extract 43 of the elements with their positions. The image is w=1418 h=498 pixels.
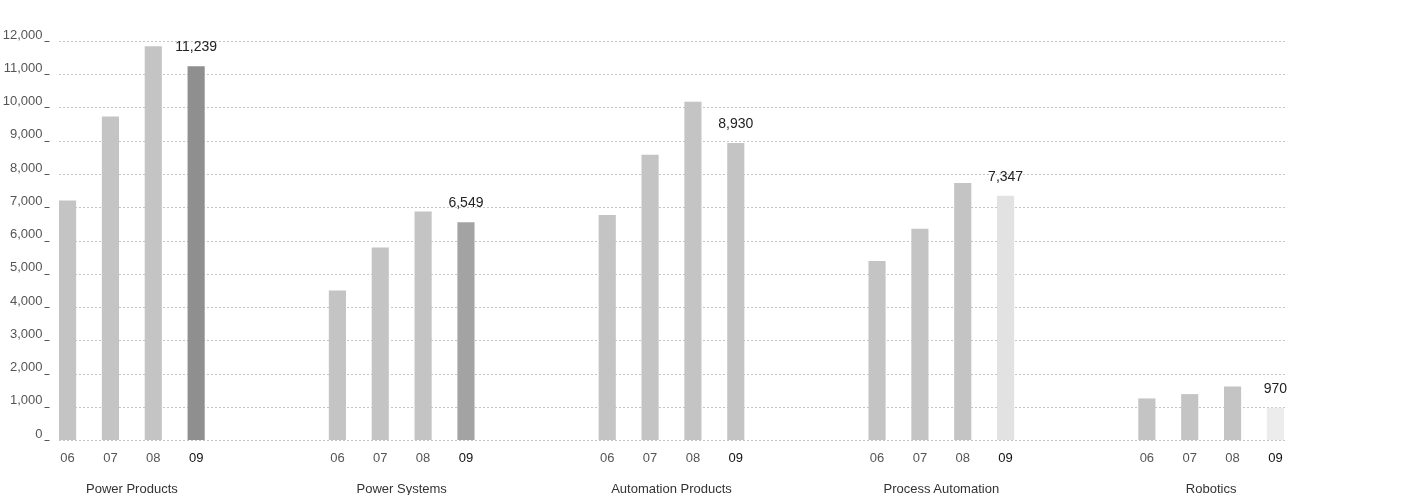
text: 07 bbox=[912, 450, 928, 465]
text: 07 bbox=[1182, 450, 1197, 465]
x-tick-label: Robotics bbox=[1185, 480, 1237, 496]
y-tick-label: 9,000 bbox=[9, 126, 43, 142]
data-label: 7,347 bbox=[988, 167, 1024, 184]
text: 09 bbox=[998, 450, 1013, 465]
data-label: 6,549 bbox=[448, 194, 484, 211]
y-tick-label: 7,000 bbox=[9, 192, 43, 208]
x-tick-label: Power Systems bbox=[356, 480, 448, 496]
x-tick-label: Power Products bbox=[85, 480, 179, 496]
y-tick-label: 12,000 bbox=[2, 26, 43, 42]
series-label: 08 bbox=[146, 450, 161, 465]
y-tick-label: 6,000 bbox=[9, 226, 43, 241]
y-tick-label: 0 bbox=[35, 425, 43, 441]
series-label: 06 bbox=[60, 450, 75, 465]
y-tick-label: 11,000 bbox=[3, 59, 43, 75]
text: 09 bbox=[728, 450, 744, 465]
text: 08 bbox=[955, 450, 970, 465]
text: 06 bbox=[599, 450, 615, 465]
text: 06 bbox=[330, 450, 345, 465]
text: 07 bbox=[642, 450, 658, 465]
text: 08 bbox=[685, 450, 701, 465]
series-label: 07 bbox=[103, 450, 118, 465]
y-tick-label: 8,000 bbox=[9, 159, 43, 175]
text: 06 bbox=[1139, 450, 1155, 465]
y-tick-label: 1,000 bbox=[9, 392, 43, 408]
x-tick-label: Automation Products bbox=[611, 480, 733, 496]
text: 08 bbox=[415, 450, 431, 465]
text: 08 bbox=[1225, 450, 1240, 465]
text: 07 bbox=[373, 450, 388, 465]
data-label: 11,239 bbox=[175, 38, 218, 55]
x-tick-label: Process Automation bbox=[883, 480, 1000, 496]
data-label: 8,930 bbox=[718, 115, 754, 132]
data-label: 970 bbox=[1263, 379, 1288, 396]
y-tick-label: 2,000 bbox=[9, 359, 43, 374]
y-tick-label: 3,000 bbox=[9, 325, 43, 341]
y-tick-label: 10,000 bbox=[2, 93, 43, 108]
y-tick-label: 5,000 bbox=[9, 259, 43, 275]
y-tick-label: 4,000 bbox=[9, 292, 43, 308]
text: 09 bbox=[1268, 450, 1283, 465]
text: 06 bbox=[869, 450, 885, 465]
series-label: 09 bbox=[188, 450, 204, 465]
text: 09 bbox=[458, 450, 474, 465]
